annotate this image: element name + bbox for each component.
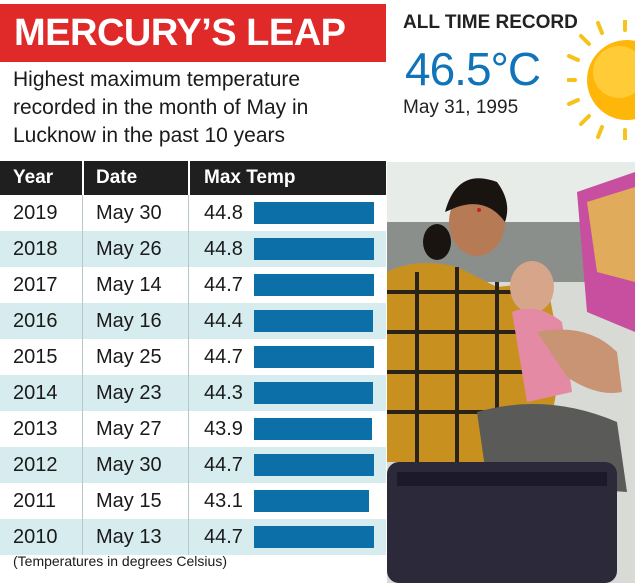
header-year: Year bbox=[13, 167, 54, 188]
table-row: 2010 May 13 44.7 bbox=[0, 519, 386, 555]
infographic-table-panel: MERCURY’S LEAP Highest maximum temperatu… bbox=[0, 4, 386, 569]
cell-max-temp: 43.9 bbox=[204, 418, 243, 440]
cell-year: 2018 bbox=[13, 238, 58, 260]
header-date: Date bbox=[96, 167, 138, 188]
footnote: (Temperatures in degrees Celsius) bbox=[13, 553, 227, 569]
cell-year: 2012 bbox=[13, 454, 58, 476]
cell-max-temp: 44.7 bbox=[204, 454, 243, 476]
cell-year: 2019 bbox=[13, 202, 58, 224]
temp-bar bbox=[254, 346, 374, 368]
subtitle: Highest maximum temperature recorded in … bbox=[13, 68, 309, 147]
cell-date: May 30 bbox=[96, 202, 162, 224]
temp-bar bbox=[254, 418, 372, 440]
cell-year: 2014 bbox=[13, 382, 58, 404]
table-header: Year Date Max Temp bbox=[0, 161, 386, 195]
temp-bar bbox=[254, 202, 374, 224]
cell-max-temp: 44.8 bbox=[204, 238, 243, 260]
record-date: May 31, 1995 bbox=[403, 97, 519, 118]
headline-banner: MERCURY’S LEAP bbox=[0, 4, 386, 62]
cell-date: May 26 bbox=[96, 238, 162, 260]
cell-max-temp: 44.7 bbox=[204, 274, 243, 296]
cell-max-temp: 44.3 bbox=[204, 382, 243, 404]
cell-max-temp: 43.1 bbox=[204, 490, 243, 512]
temp-bar bbox=[254, 274, 374, 296]
cell-max-temp: 44.7 bbox=[204, 346, 243, 368]
temp-bar bbox=[254, 526, 374, 548]
cell-date: May 25 bbox=[96, 346, 162, 368]
photo-woman-carrying-child bbox=[387, 162, 635, 583]
table-row: 2014 May 23 44.3 bbox=[0, 375, 386, 411]
cell-year: 2010 bbox=[13, 526, 58, 548]
cell-date: May 16 bbox=[96, 310, 162, 332]
temp-bar bbox=[254, 382, 373, 404]
table-row: 2011 May 15 43.1 bbox=[0, 483, 386, 519]
temp-bar bbox=[254, 490, 369, 512]
column-divider bbox=[188, 195, 189, 555]
cell-year: 2016 bbox=[13, 310, 58, 332]
cell-date: May 23 bbox=[96, 382, 162, 404]
cell-date: May 27 bbox=[96, 418, 162, 440]
table-row: 2019 May 30 44.8 bbox=[0, 195, 386, 231]
cell-max-temp: 44.8 bbox=[204, 202, 243, 224]
cell-max-temp: 44.4 bbox=[204, 310, 243, 332]
temp-bar bbox=[254, 310, 373, 332]
table-row: 2012 May 30 44.7 bbox=[0, 447, 386, 483]
cell-year: 2011 bbox=[13, 490, 57, 512]
record-label: ALL TIME RECORD bbox=[403, 12, 578, 33]
header-divider bbox=[82, 161, 84, 195]
cell-year: 2017 bbox=[13, 274, 58, 296]
table-row: 2015 May 25 44.7 bbox=[0, 339, 386, 375]
cell-year: 2013 bbox=[13, 418, 58, 440]
table-row: 2017 May 14 44.7 bbox=[0, 267, 386, 303]
cell-date: May 13 bbox=[96, 526, 162, 548]
cell-date: May 14 bbox=[96, 274, 162, 296]
cell-date: May 30 bbox=[96, 454, 162, 476]
table-row: 2016 May 16 44.4 bbox=[0, 303, 386, 339]
cell-year: 2015 bbox=[13, 346, 58, 368]
table-row: 2018 May 26 44.8 bbox=[0, 231, 386, 267]
record-panel: ALL TIME RECORD 46.5°C May 31, 1995 bbox=[387, 0, 635, 583]
cell-date: May 15 bbox=[96, 490, 162, 512]
sun-icon bbox=[567, 20, 635, 140]
header-max-temp: Max Temp bbox=[204, 167, 296, 188]
column-divider bbox=[82, 195, 83, 555]
table-row: 2013 May 27 43.9 bbox=[0, 411, 386, 447]
temp-bar bbox=[254, 454, 374, 476]
header-divider bbox=[188, 161, 190, 195]
cell-max-temp: 44.7 bbox=[204, 526, 243, 548]
record-value: 46.5°C bbox=[405, 43, 541, 95]
temp-bar bbox=[254, 238, 374, 260]
